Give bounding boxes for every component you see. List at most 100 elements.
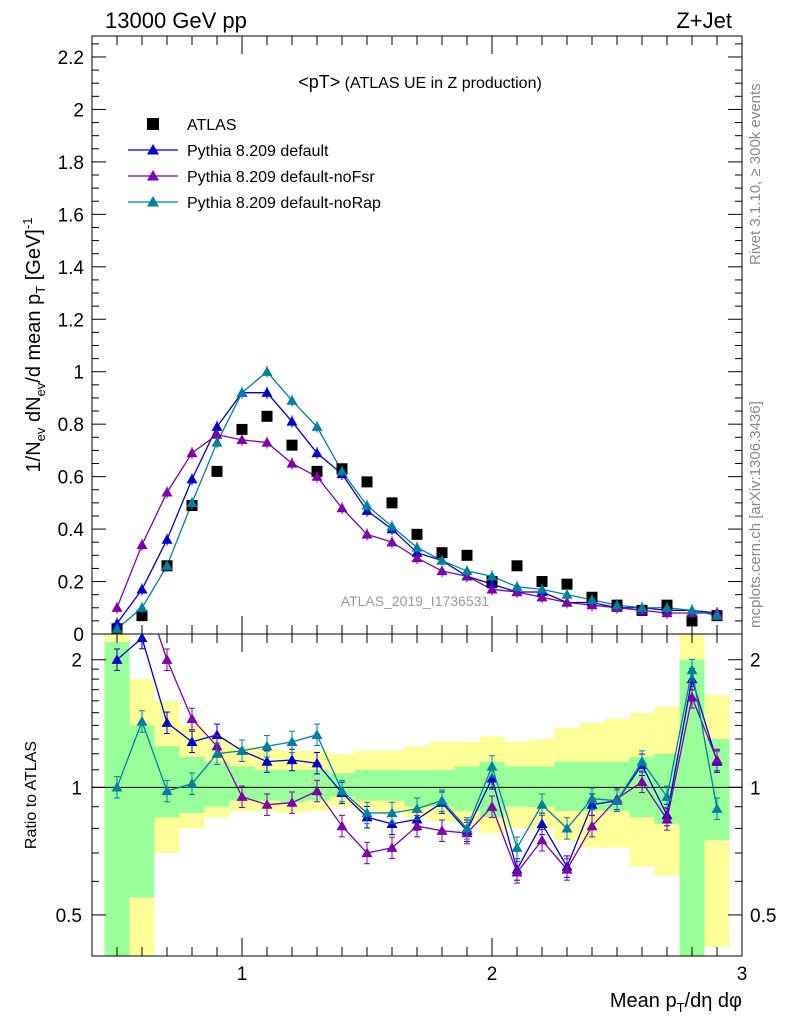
ratio-point-noFsr bbox=[186, 713, 198, 724]
point-noFsr bbox=[211, 429, 223, 439]
ratio-axes: 0.5 0.5 1 1 2 2 1 2 3 bbox=[56, 634, 776, 985]
main-y-tick-label: 1.8 bbox=[58, 153, 84, 174]
ratio-point-noFsr bbox=[486, 801, 498, 811]
main-y-tick-label: 0.2 bbox=[58, 573, 84, 594]
ratio-point-noFsr bbox=[112, 580, 123, 590]
point-noRap bbox=[511, 581, 523, 591]
ratio-data-layer bbox=[111, 580, 723, 884]
ratio-point-default bbox=[111, 654, 123, 664]
point-atlas bbox=[436, 547, 448, 559]
x-tick-label: 2 bbox=[487, 964, 498, 985]
main-y-tick-label: 0.8 bbox=[58, 415, 84, 436]
ratio-point-noFsr bbox=[636, 776, 648, 787]
main-y-tick-label: 2 bbox=[73, 100, 84, 121]
ratio-point-noFsr bbox=[661, 813, 673, 824]
ratio-point-noRap bbox=[536, 799, 548, 809]
ratio-point-noRap bbox=[411, 803, 423, 813]
ratio-band-inner bbox=[104, 642, 130, 956]
ratio-point-noFsr bbox=[561, 863, 573, 874]
legend-marker-noRap bbox=[147, 196, 159, 207]
mcplots-label: mcplots.cern.ch [arXiv:1306.3436] bbox=[747, 401, 764, 628]
ratio-point-noFsr bbox=[236, 791, 248, 801]
rivet-version-label: Rivet 3.1.10, ≥ 300k events bbox=[747, 83, 764, 265]
point-noFsr bbox=[286, 458, 298, 468]
ratio-point-noRap bbox=[361, 807, 373, 818]
point-default bbox=[311, 447, 323, 458]
ratio-point-noFsr bbox=[386, 842, 398, 852]
ratio-point-noRap bbox=[511, 842, 523, 852]
ratio-point-noFsr bbox=[586, 820, 598, 831]
point-noRap bbox=[436, 555, 448, 565]
point-noFsr bbox=[236, 434, 248, 445]
point-atlas bbox=[511, 560, 523, 572]
series-line-noFsr bbox=[116, 433, 717, 614]
ratio-point-noRap bbox=[336, 785, 348, 796]
ratio-point-noRap bbox=[561, 822, 573, 833]
point-noRap bbox=[186, 497, 198, 507]
point-noRap bbox=[661, 602, 673, 612]
ratio-point-noRap bbox=[311, 729, 323, 739]
ratio-uncertainty-bands bbox=[104, 634, 730, 956]
analysis-label: ATLAS_2019_I1736531 bbox=[341, 593, 490, 609]
ratio-point-noRap bbox=[586, 793, 598, 803]
ratio-y-tick-label-left: 2 bbox=[71, 651, 82, 672]
point-noFsr bbox=[186, 447, 198, 458]
main-data-layer bbox=[111, 365, 723, 634]
main-y-tick-label: 1.6 bbox=[58, 205, 84, 226]
point-noFsr bbox=[361, 528, 373, 539]
point-noFsr bbox=[561, 597, 573, 607]
legend-label-default: Pythia 8.209 default bbox=[187, 143, 329, 160]
point-noFsr bbox=[136, 539, 148, 549]
ratio-band-inner bbox=[129, 725, 155, 898]
ratio-point-noRap bbox=[486, 760, 498, 771]
point-noFsr bbox=[111, 602, 123, 612]
point-noRap bbox=[686, 604, 698, 615]
point-noFsr bbox=[536, 591, 548, 602]
point-noRap bbox=[611, 599, 623, 610]
ratio-point-noRap bbox=[661, 791, 673, 801]
legend: ATLAS Pythia 8.209 default Pythia 8.209 de… bbox=[128, 117, 381, 212]
ratio-point-default bbox=[161, 717, 173, 727]
legend-marker-atlas bbox=[147, 118, 159, 130]
ratio-point-noFsr bbox=[536, 834, 548, 845]
point-atlas bbox=[136, 610, 148, 622]
point-noRap bbox=[461, 565, 473, 576]
x-axis-title: Mean pT/dη dφ bbox=[610, 990, 742, 1015]
ratio-point-noFsr bbox=[336, 820, 348, 831]
point-noRap bbox=[136, 602, 148, 612]
ratio-y-tick-label-right: 2 bbox=[750, 651, 761, 672]
point-atlas bbox=[536, 576, 548, 588]
point-noRap bbox=[411, 541, 423, 552]
ratio-band-inner bbox=[204, 761, 230, 807]
point-default bbox=[286, 416, 298, 426]
ratio-point-default bbox=[311, 757, 323, 768]
point-noRap bbox=[636, 602, 648, 612]
point-noFsr bbox=[161, 486, 173, 497]
header-right-label: Z+Jet bbox=[676, 8, 732, 33]
point-default bbox=[186, 473, 198, 484]
point-atlas bbox=[261, 410, 273, 422]
ratio-point-noFsr bbox=[411, 820, 423, 831]
point-noFsr bbox=[411, 552, 423, 563]
point-atlas bbox=[236, 423, 248, 435]
point-noRap bbox=[286, 395, 298, 405]
point-atlas bbox=[361, 476, 373, 488]
ratio-point-noFsr bbox=[311, 785, 323, 796]
main-y-tick-label: 0.4 bbox=[58, 520, 85, 541]
ratio-y-axis-title: Ratio to ATLAS bbox=[23, 741, 40, 849]
ratio-point-noRap bbox=[211, 748, 223, 758]
main-y-tick-label: 0.6 bbox=[58, 468, 84, 489]
ratio-point-noRap bbox=[436, 795, 448, 805]
point-atlas bbox=[411, 528, 423, 540]
ratio-point-noFsr bbox=[711, 754, 723, 765]
point-noRap bbox=[336, 465, 348, 476]
main-y-tick-label: 1.2 bbox=[58, 310, 84, 331]
ratio-point-default bbox=[211, 729, 223, 739]
point-noRap bbox=[586, 594, 598, 605]
ratio-band-inner bbox=[504, 766, 530, 807]
point-default bbox=[261, 387, 273, 397]
point-noRap bbox=[361, 499, 373, 510]
point-noRap bbox=[711, 610, 723, 620]
point-atlas bbox=[386, 497, 398, 509]
point-noRap bbox=[261, 366, 273, 376]
